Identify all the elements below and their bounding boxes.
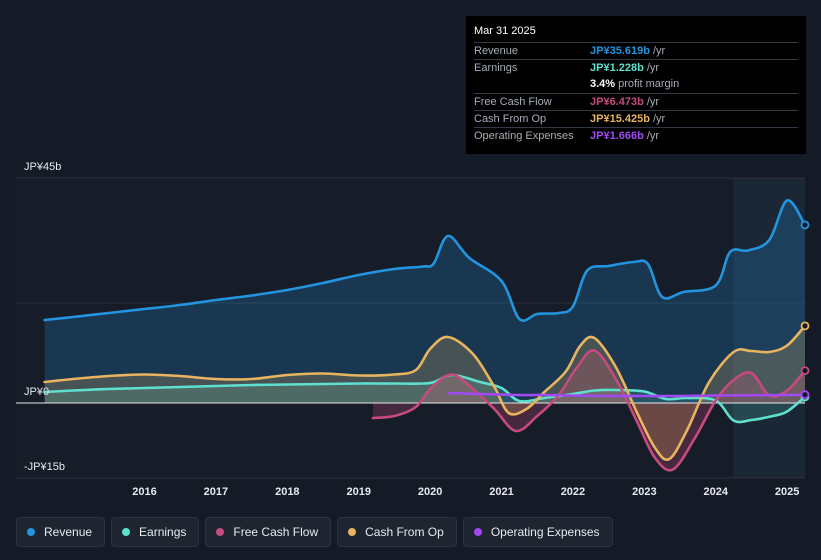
tooltip-unit: /yr xyxy=(652,113,666,125)
end-marker-operating-expenses xyxy=(800,390,810,400)
end-marker-revenue xyxy=(800,220,810,230)
tooltip-unit: /yr xyxy=(652,45,666,57)
tooltip-label: Cash From Op xyxy=(474,113,547,125)
legend-item-revenue[interactable]: Revenue xyxy=(16,517,106,547)
tooltip-unit: /yr xyxy=(646,130,660,142)
tooltip-value: 3.4% xyxy=(590,78,616,90)
x-tick-label: 2016 xyxy=(132,486,156,498)
tooltip-label: Revenue xyxy=(474,45,519,57)
tooltip-label: Free Cash Flow xyxy=(474,96,552,108)
tooltip-row-free-cash-flow: Free Cash Flow JP¥6.473b /yr xyxy=(474,93,798,110)
x-tick-label: 2017 xyxy=(204,486,228,498)
legend-dot-icon xyxy=(27,528,35,536)
legend-dot-icon xyxy=(122,528,131,536)
tooltip-value: JP¥1.666b xyxy=(590,130,644,142)
plot-area xyxy=(16,178,805,478)
end-marker-cash-from-op xyxy=(800,321,810,331)
x-tick-label: 2024 xyxy=(704,486,729,498)
legend-dot-icon xyxy=(348,528,357,536)
legend-label: Revenue xyxy=(44,525,93,539)
x-tick-label: 2023 xyxy=(632,486,656,498)
tooltip-label xyxy=(474,76,590,93)
tooltip-value: JP¥15.425b xyxy=(590,113,650,125)
legend-item-free-cash-flow[interactable]: Free Cash Flow xyxy=(205,517,332,547)
area-revenue xyxy=(44,200,805,403)
legend-label: Free Cash Flow xyxy=(233,525,319,539)
tooltip-value: JP¥1.228b xyxy=(590,62,644,74)
x-tick-label: 2021 xyxy=(489,486,513,498)
y-tick-label: JP¥45b xyxy=(24,161,61,173)
tooltip-unit: /yr xyxy=(646,62,660,74)
line-revenue xyxy=(43,199,805,322)
tooltip-row-profit-margin: 3.4% profit margin xyxy=(474,76,798,93)
area-free-cash-flow xyxy=(373,350,805,471)
end-marker-free-cash-flow xyxy=(800,366,810,376)
tooltip-unit: profit margin xyxy=(618,78,680,90)
x-tick-label: 2019 xyxy=(346,486,370,498)
tooltip-value: JP¥35.619b xyxy=(590,45,650,57)
line-free-cash-flow xyxy=(371,349,805,472)
area-cash-from-op xyxy=(44,325,805,460)
x-tick-label: 2025 xyxy=(775,486,799,498)
legend-item-earnings[interactable]: Earnings xyxy=(111,517,200,547)
legend-item-operating-expenses[interactable]: Operating Expenses xyxy=(462,517,613,547)
tooltip-row-cash-from-op: Cash From Op JP¥15.425b /yr xyxy=(474,110,798,127)
legend-dot-icon xyxy=(473,528,482,536)
y-tick-label: -JP¥15b xyxy=(24,461,65,473)
tooltip-label: Earnings xyxy=(474,62,518,74)
financial-chart: JP¥45b JP¥0 -JP¥15b 2016 2017 2018 2019 2020 202… xyxy=(16,161,810,498)
tooltip-row-operating-expenses: Operating Expenses JP¥1.666b /yr xyxy=(474,127,798,144)
line-earnings xyxy=(43,373,805,424)
tooltip-row-earnings: Earnings JP¥1.228b /yr xyxy=(474,59,798,76)
data-tooltip: Mar 31 2025 Revenue JP¥35.619b /yr Earni… xyxy=(466,16,806,154)
x-tick-label: 2022 xyxy=(561,486,585,498)
chart-legend: Revenue Earnings Free Cash Flow Cash Fro… xyxy=(16,517,613,547)
legend-dot-icon xyxy=(216,528,225,536)
legend-label: Earnings xyxy=(139,525,187,539)
legend-label: Cash From Op xyxy=(365,525,444,539)
tooltip-value: JP¥6.473b xyxy=(590,96,644,108)
tooltip-label: Operating Expenses xyxy=(474,130,574,142)
line-operating-expenses xyxy=(446,391,805,398)
tooltip-date: Mar 31 2025 xyxy=(474,25,536,37)
x-tick-label: 2020 xyxy=(418,486,442,498)
tooltip-unit: /yr xyxy=(646,96,660,108)
legend-item-cash-from-op[interactable]: Cash From Op xyxy=(337,517,457,547)
x-tick-label: 2018 xyxy=(275,486,299,498)
y-tick-label: JP¥0 xyxy=(24,386,49,398)
highlight-region xyxy=(733,178,805,478)
legend-label: Operating Expenses xyxy=(490,525,600,539)
series-group xyxy=(16,199,805,472)
tooltip-row-revenue: Revenue JP¥35.619b /yr xyxy=(474,42,798,59)
